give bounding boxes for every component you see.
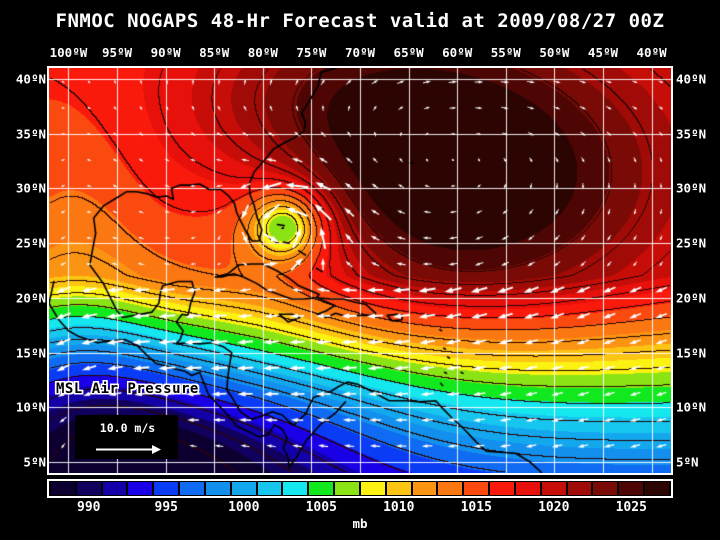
colorbar-swatch — [231, 482, 256, 495]
longitude-tick-label: 40ºW — [636, 45, 667, 60]
colorbar-swatch — [180, 482, 204, 495]
longitude-axis-top: 100ºW 95ºW 90ºW 85ºW 80ºW 75ºW 70ºW 65ºW 60ºW 55º… — [0, 45, 720, 61]
wind-scale-value: 10.0 m/s — [99, 421, 156, 435]
latitude-tick-label: 20ºN — [15, 290, 46, 306]
colorbar-swatch — [567, 482, 592, 495]
colorbar-swatch — [541, 482, 566, 495]
colorbar-tick-label: 1020 — [538, 500, 570, 515]
latitude-tick-label: 10ºN — [15, 399, 46, 415]
page-title: FNMOC NOGAPS 48-Hr Forecast valid at 200… — [55, 10, 665, 32]
colorbar-tick-labels: 990 995 1000 1005 1010 1015 1020 1025 — [0, 500, 720, 516]
colorbar-unit-label: mb — [352, 516, 368, 531]
latitude-tick-label: 5ºN — [23, 454, 46, 470]
colorbar-tick-label: 1005 — [305, 500, 337, 515]
colorbar-swatch — [464, 482, 489, 495]
colorbar-swatch — [619, 482, 644, 495]
colorbar-swatch — [309, 482, 334, 495]
longitude-tick-label: 95ºW — [101, 45, 133, 60]
longitude-tick-label: 75ºW — [296, 45, 327, 60]
map-plot-area[interactable] — [47, 66, 673, 475]
wind-scale-legend: 10.0 m/s — [75, 415, 178, 459]
longitude-tick-label: 55ºW — [490, 45, 521, 60]
colorbar-tick-label: 1025 — [615, 500, 647, 515]
latitude-tick-label: 35ºN — [676, 126, 707, 142]
right-arrow-icon — [96, 445, 161, 454]
colorbar-swatch — [283, 482, 308, 495]
longitude-tick-label: 80ºW — [247, 45, 278, 60]
longitude-tick-label: 60ºW — [442, 45, 473, 60]
colorbar-swatch — [335, 482, 359, 495]
latitude-tick-label: 25ºN — [15, 235, 46, 251]
latitude-tick-label: 35ºN — [15, 126, 46, 142]
longitude-tick-label: 45ºW — [587, 45, 619, 60]
colorbar-swatch — [645, 482, 669, 495]
colorbar-tick-label: 990 — [77, 500, 101, 515]
longitude-tick-label: 90ºW — [150, 45, 181, 60]
colorbar-swatch — [515, 482, 540, 495]
pressure-wind-field-canvas — [49, 68, 671, 473]
colorbar-swatch — [490, 482, 514, 495]
longitude-tick-label: 85ºW — [199, 45, 230, 60]
colorbar-swatch — [102, 482, 127, 495]
latitude-tick-label: 40ºN — [15, 71, 46, 87]
colorbar-swatch — [412, 482, 437, 495]
colorbar-tick-label: 1000 — [228, 500, 260, 515]
colorbar-swatch — [154, 482, 179, 495]
latitude-tick-label: 30ºN — [15, 180, 46, 196]
latitude-tick-label: 20ºN — [676, 290, 707, 306]
colorbar-swatch — [205, 482, 230, 495]
colorbar-tick-label: 1010 — [383, 500, 415, 515]
longitude-tick-label: 65ºW — [393, 45, 424, 60]
colorbar-swatch — [593, 482, 618, 495]
colorbar-tick-label: 1015 — [460, 500, 492, 515]
colorbar-tick-label: 995 — [154, 500, 178, 515]
latitude-tick-label: 15ºN — [676, 345, 707, 361]
colorbar-swatch — [360, 482, 385, 495]
longitude-tick-label: 50ºW — [539, 45, 570, 60]
colorbar-swatch — [386, 482, 411, 495]
latitude-tick-label: 10ºN — [676, 399, 707, 415]
latitude-tick-label: 40ºN — [676, 71, 707, 87]
field-label: MSL Air Pressure — [56, 381, 199, 397]
colorbar-swatch — [257, 482, 282, 495]
longitude-tick-label: 70ºW — [344, 45, 376, 60]
colorbar-swatch — [438, 482, 463, 495]
latitude-tick-label: 30ºN — [676, 180, 707, 196]
colorbar-swatch — [51, 482, 75, 495]
colorbar-swatch — [76, 482, 101, 495]
colorbar-swatch — [128, 482, 153, 495]
latitude-tick-label: 15ºN — [15, 345, 46, 361]
latitude-tick-label: 25ºN — [676, 235, 707, 251]
longitude-tick-label: 100ºW — [49, 45, 88, 60]
latitude-tick-label: 5ºN — [676, 454, 699, 470]
pressure-colorbar — [47, 479, 673, 498]
